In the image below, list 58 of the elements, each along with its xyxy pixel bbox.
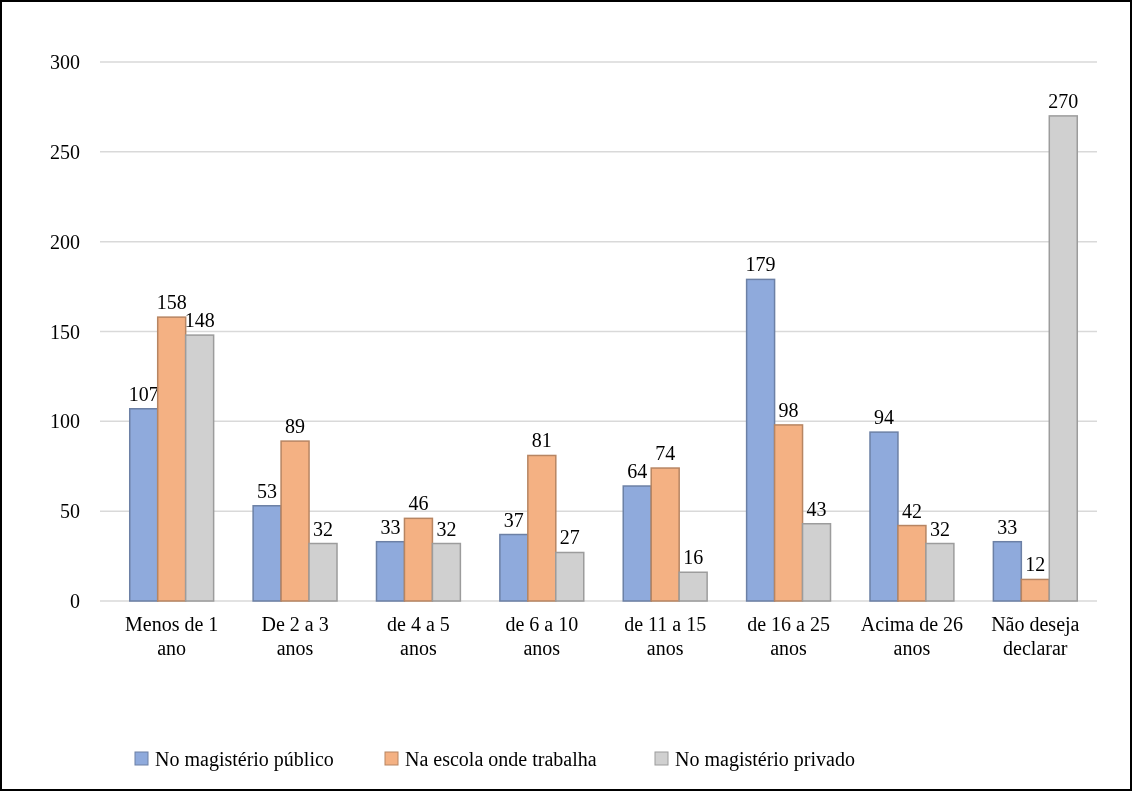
legend-label: Na escola onde trabalha	[405, 748, 597, 770]
y-tick-label: 100	[50, 410, 80, 433]
x-tick-label: Não deseja declarar	[991, 613, 1080, 659]
y-tick-label: 300	[50, 51, 80, 73]
data-label: 16	[683, 546, 704, 569]
data-label: 32	[436, 517, 457, 540]
data-label: 74	[655, 442, 676, 465]
x-tick-label: Acima de 26 anos	[860, 613, 964, 659]
data-label: 158	[156, 291, 187, 314]
data-label: 179	[745, 253, 776, 276]
bar	[403, 517, 434, 602]
bar	[869, 431, 899, 602]
bar	[650, 467, 680, 602]
bar	[773, 424, 804, 602]
legend-label: No magistério público	[155, 748, 334, 771]
x-tick-label: de 16 a 25 anos	[747, 613, 830, 659]
bar	[280, 440, 310, 602]
legend-label: No magistério privado	[675, 748, 855, 771]
data-label: 107	[128, 382, 159, 405]
bar	[375, 540, 406, 602]
data-label: 89	[285, 415, 306, 438]
bar	[252, 505, 282, 602]
data-label: 53	[257, 479, 278, 502]
data-label: 81	[531, 429, 552, 452]
data-label: 148	[184, 309, 215, 332]
x-tick-label: de 11 a 15 anos	[624, 613, 707, 659]
data-label: 42	[901, 499, 922, 522]
bar	[992, 540, 1023, 602]
data-label: 33	[380, 515, 401, 538]
bar	[128, 408, 159, 602]
x-tick-label: Menos de 1 ano	[125, 613, 219, 659]
data-label: 64	[627, 460, 648, 483]
y-tick-label: 0	[70, 590, 80, 612]
x-tick-label: de 4 a 5 anos	[387, 613, 450, 659]
data-label: 12	[1025, 553, 1046, 576]
x-tick-label: De 2 a 3 anos	[261, 613, 329, 659]
bar	[897, 524, 927, 602]
data-label: 270	[1048, 89, 1079, 112]
x-tick-label: de 6 a 10 anos	[505, 613, 579, 659]
bar	[156, 316, 187, 602]
data-label: 98	[778, 398, 799, 421]
y-tick-label: 200	[50, 230, 80, 253]
y-tick-label: 150	[50, 320, 80, 343]
y-tick-label: 250	[50, 140, 80, 163]
data-label: 94	[873, 406, 894, 429]
bar	[622, 485, 652, 602]
bar	[745, 278, 776, 602]
data-label: 32	[929, 517, 950, 540]
bar	[527, 454, 557, 602]
bar	[499, 533, 529, 602]
bar	[1020, 578, 1051, 602]
data-label: 32	[313, 517, 334, 540]
data-label: 37	[503, 508, 524, 531]
data-label: 43	[806, 497, 827, 520]
y-tick-label: 50	[60, 500, 80, 523]
data-label: 33	[997, 515, 1018, 538]
data-label: 46	[408, 492, 429, 515]
data-label: 27	[559, 526, 580, 549]
